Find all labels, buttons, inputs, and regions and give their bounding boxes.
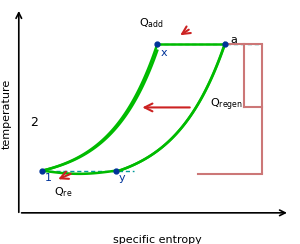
Text: a: a <box>231 35 238 45</box>
Text: y: y <box>118 173 125 183</box>
Text: temperature: temperature <box>2 79 12 149</box>
Text: Q$_{\mathregular{add}}$: Q$_{\mathregular{add}}$ <box>139 16 164 30</box>
Text: 2: 2 <box>31 116 38 129</box>
Text: specific entropy: specific entropy <box>113 235 202 244</box>
Text: Q$_{\mathregular{regen}}$: Q$_{\mathregular{regen}}$ <box>210 97 243 113</box>
Text: Q$_{\mathregular{re}}$: Q$_{\mathregular{re}}$ <box>54 185 72 199</box>
Text: x: x <box>160 48 167 58</box>
Text: 1: 1 <box>45 173 52 183</box>
